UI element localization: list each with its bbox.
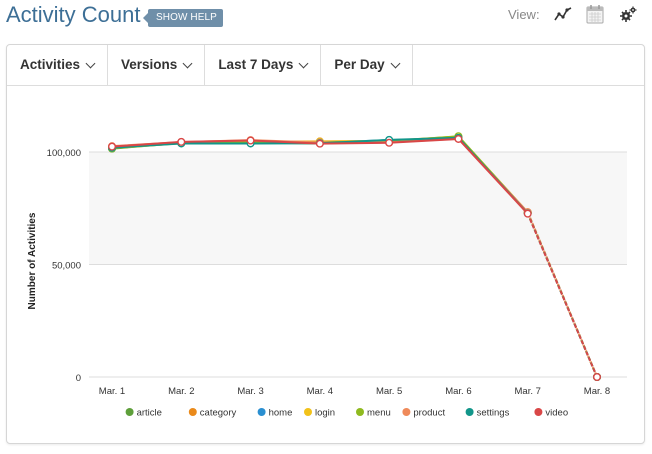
interval-dropdown[interactable]: Per Day [321,45,413,85]
legend-swatch [125,408,134,416]
legend-label: article [137,408,162,419]
x-tick-label: Mar. 3 [237,386,263,397]
legend-label: product [413,408,445,419]
legend-item-menu[interactable]: menu [356,408,391,419]
x-tick-label: Mar. 7 [515,386,541,397]
data-point-video[interactable] [593,373,602,382]
legend-swatch [188,408,197,416]
legend-item-home[interactable]: home [257,408,293,419]
activities-dropdown-label: Activities [20,57,81,72]
legend-swatch [534,408,543,416]
x-tick-label: Mar. 5 [376,386,402,397]
data-point-video[interactable] [177,137,186,146]
y-tick-label: 50,000 [52,261,81,272]
legend-label: video [545,408,568,419]
page-title: Activity Count [6,2,141,27]
date-range-dropdown[interactable]: Last 7 Days [205,45,322,85]
data-point-video[interactable] [315,139,324,148]
series-projection-video [526,213,598,378]
interval-dropdown-label: Per Day [334,57,385,72]
data-point-video[interactable] [246,136,255,145]
data-point-video[interactable] [523,209,532,218]
legend-item-product[interactable]: product [402,408,445,419]
show-help-button[interactable]: SHOW HELP [143,9,223,27]
legend-item-category[interactable]: category [188,408,237,419]
activity-line-chart: 0 50,000 100,000 Number of Activities Mar. 1… [27,132,627,419]
y-axis-label: Number of Activities [27,212,38,309]
x-tick-label: Mar. 8 [584,386,610,397]
x-tick-label: Mar. 6 [445,386,471,397]
data-point-video[interactable] [454,134,463,143]
calendar-icon[interactable] [585,4,605,24]
settings-gears-icon[interactable] [618,4,638,24]
legend-item-login[interactable]: login [304,408,335,419]
legend-swatch [465,408,474,416]
y-tick-label: 0 [76,373,81,384]
versions-dropdown[interactable]: Versions [108,45,206,85]
data-point-video[interactable] [107,142,116,151]
legend-swatch [304,408,312,416]
date-range-dropdown-label: Last 7 Days [218,57,294,72]
legend-swatch [257,408,266,416]
data-point-video[interactable] [385,138,394,147]
legend-swatch [356,408,364,416]
x-tick-label: Mar. 4 [307,386,333,397]
plot-band [89,152,627,265]
legend-label: login [315,408,335,419]
y-tick-label: 100,000 [47,148,81,159]
legend-item-settings[interactable]: settings [465,408,510,419]
legend-label: home [269,408,293,419]
view-label: View: [508,7,540,22]
legend-swatch [402,408,411,416]
legend-label: menu [367,408,391,419]
chart-toolbar: Activities Versions Last 7 Days Per Day [7,45,644,86]
x-tick-label: Mar. 2 [168,386,194,397]
activities-dropdown[interactable]: Activities [7,45,109,85]
line-chart-icon[interactable] [553,4,573,24]
legend-item-video[interactable]: video [534,408,568,419]
versions-dropdown-label: Versions [121,57,178,72]
legend-label: settings [477,408,510,419]
legend-label: category [200,408,237,419]
chart-panel: Activities Versions Last 7 Days Per Day … [6,44,645,444]
x-tick-label: Mar. 1 [99,386,125,397]
legend-item-article[interactable]: article [125,408,162,419]
